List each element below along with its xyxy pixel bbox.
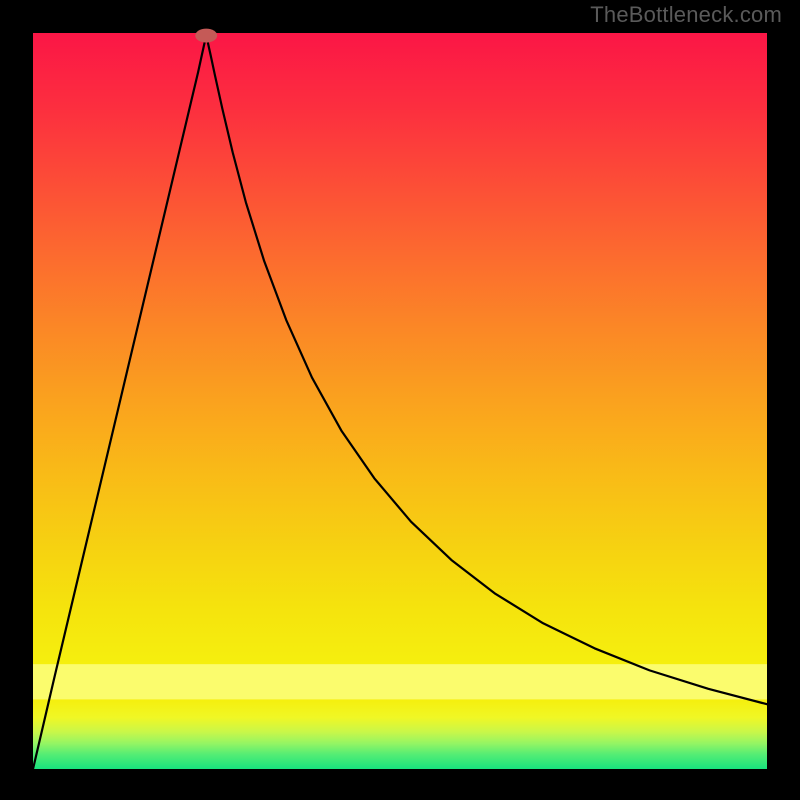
minimum-marker <box>195 29 217 43</box>
chart-container: TheBottleneck.com <box>0 0 800 800</box>
watermark-text: TheBottleneck.com <box>590 2 782 28</box>
plot-svg <box>0 0 800 800</box>
plot-background <box>33 33 767 769</box>
